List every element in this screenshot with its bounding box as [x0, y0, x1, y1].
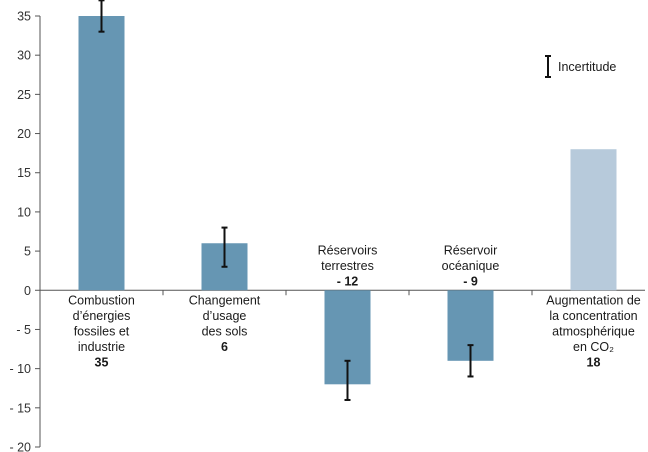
category-label: océanique: [442, 259, 500, 273]
value-label: 6: [221, 340, 228, 354]
y-tick-label: 25: [17, 88, 31, 102]
category-label: fossiles et: [74, 324, 130, 338]
legend: Incertitude: [545, 55, 616, 78]
category-label: des sols: [202, 324, 248, 338]
category-label: industrie: [78, 340, 125, 354]
category-label: en CO₂: [573, 340, 614, 354]
y-tick-label: 5: [24, 245, 31, 259]
category-label: d’usage: [203, 309, 247, 323]
value-label: 35: [95, 355, 109, 369]
y-tick-label: 15: [17, 166, 31, 180]
bars: [78, 16, 617, 385]
category-label: d’énergies: [73, 309, 131, 323]
category-label: terrestres: [321, 259, 374, 273]
bar: [78, 16, 125, 291]
bar: [570, 149, 617, 291]
y-tick-label: 10: [17, 205, 31, 219]
y-tick-label: - 15: [9, 401, 31, 415]
y-tick-label: 35: [17, 10, 31, 24]
y-tick-label: - 20: [9, 441, 31, 452]
category-label: Augmentation de: [546, 293, 641, 307]
value-label: - 9: [463, 274, 478, 288]
value-label: 18: [587, 355, 601, 369]
y-tick-label: 30: [17, 49, 31, 63]
y-tick-label: 20: [17, 127, 31, 141]
category-label: Changement: [189, 293, 261, 307]
category-label: Réservoir: [444, 243, 498, 257]
category-label: atmosphérique: [552, 324, 635, 338]
value-label: - 12: [337, 274, 359, 288]
y-tick-label: - 5: [16, 323, 31, 337]
category-label: Réservoirs: [318, 243, 378, 257]
y-tick-label: 0: [24, 284, 31, 298]
category-label: Combustion: [68, 293, 135, 307]
legend-label: Incertitude: [558, 60, 616, 74]
y-tick-label: - 10: [9, 362, 31, 376]
category-label: la concentration: [549, 309, 637, 323]
error-bars: [98, 0, 474, 401]
